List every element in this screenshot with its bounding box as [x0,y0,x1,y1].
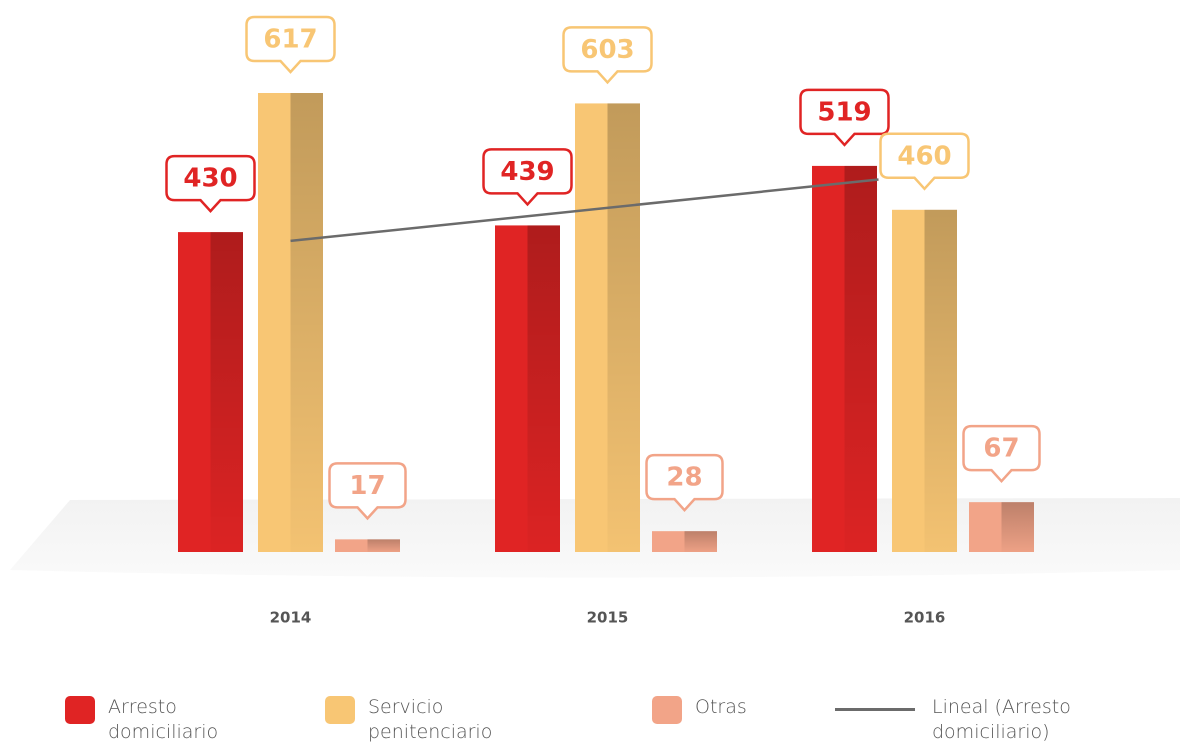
bar-dark [290,93,323,552]
bar-dark [844,165,877,553]
bar [969,502,1034,552]
data-label: 603 [580,35,634,65]
callout [328,462,407,521]
callout [879,132,970,191]
callout [245,15,336,74]
legend-line [835,708,915,711]
trendline [290,178,879,243]
legend-swatch [652,696,682,724]
bar [652,531,717,552]
legend-label: Arresto domiciliario [108,696,219,743]
data-label: 28 [666,463,702,493]
legend-label: Lineal (Arresto domiciliario) [932,696,1071,743]
bar-dark [367,539,400,552]
bar [575,103,640,552]
legend-swatch [65,696,95,724]
data-label: 617 [263,25,317,55]
legend-label: Otras [695,696,747,718]
bar-dark [210,232,243,552]
x-tick-label: 2015 [587,609,629,627]
bar [892,209,957,553]
legend-swatch [325,696,355,724]
bar [335,539,400,552]
data-label: 430 [183,164,237,194]
data-label: 519 [817,97,871,127]
bar-dark [527,225,560,552]
bar [258,93,323,552]
bar [812,165,877,553]
callout [562,26,653,85]
callout [645,453,724,513]
callout [799,88,890,147]
x-tick-label: 2016 [904,609,946,627]
callout [165,154,256,213]
bar-dark [1001,502,1034,552]
bar-dark [684,531,717,552]
legend-label: Servicio penitenciario [368,696,493,743]
callout [482,148,573,207]
x-tick-label: 2014 [270,609,312,627]
data-label: 17 [349,471,385,501]
bar-dark [607,103,640,552]
bar [495,225,560,552]
data-label: 460 [897,141,951,171]
callout [962,424,1041,484]
data-label: 67 [983,434,1019,464]
data-label: 439 [500,157,554,187]
bar-dark [924,209,957,553]
bar [178,232,243,552]
